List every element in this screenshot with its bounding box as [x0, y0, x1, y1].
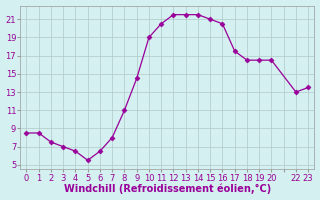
X-axis label: Windchill (Refroidissement éolien,°C): Windchill (Refroidissement éolien,°C)	[64, 184, 271, 194]
